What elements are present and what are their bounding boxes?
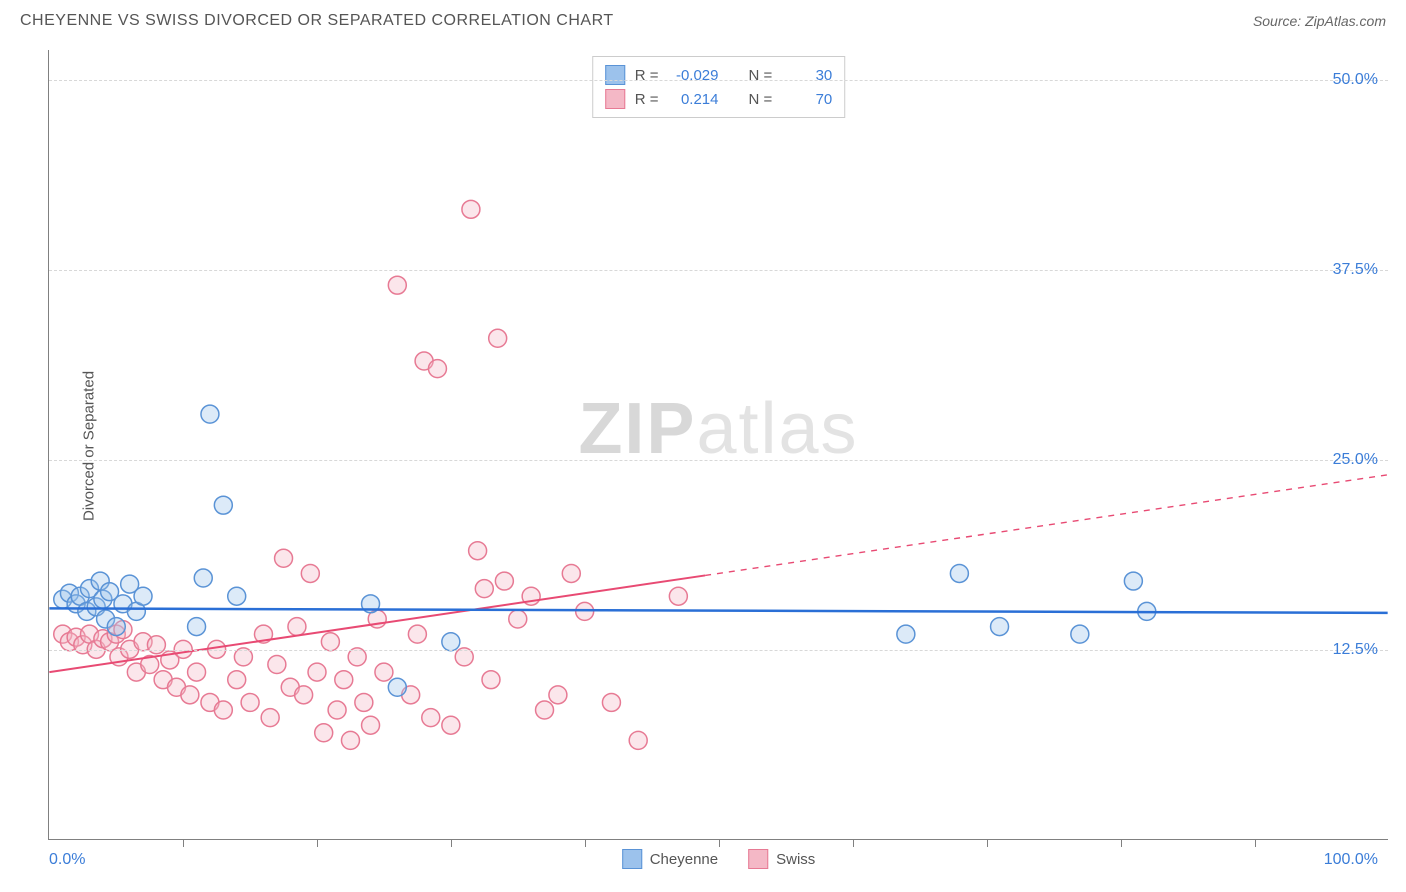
source-attribution: Source: ZipAtlas.com [1253, 13, 1386, 29]
legend-item-cheyenne: Cheyenne [622, 849, 718, 869]
xtick [1255, 839, 1256, 847]
swatch-cheyenne [605, 65, 625, 85]
source-name: ZipAtlas.com [1305, 13, 1386, 29]
scatter-svg [49, 50, 1388, 839]
ytick-label: 37.5% [1333, 261, 1378, 279]
legend-series: Cheyenne Swiss [622, 849, 816, 869]
gridline-h [49, 460, 1388, 461]
chart-plot-area: ZIPatlas R = -0.029 N = 30 R = 0.214 N =… [48, 50, 1388, 840]
n-value-swiss: 70 [782, 91, 832, 108]
legend-label-cheyenne: Cheyenne [650, 851, 718, 868]
legend-label-swiss: Swiss [776, 851, 815, 868]
ytick-label: 25.0% [1333, 451, 1378, 469]
legend-row-cheyenne: R = -0.029 N = 30 [605, 63, 833, 87]
swatch-cheyenne-2 [622, 849, 642, 869]
swatch-swiss [605, 89, 625, 109]
r-value-swiss: 0.214 [669, 91, 719, 108]
chart-title: CHEYENNE VS SWISS DIVORCED OR SEPARATED … [20, 12, 614, 30]
gridline-h [49, 80, 1388, 81]
swatch-swiss-2 [748, 849, 768, 869]
xtick [1121, 839, 1122, 847]
r-label-2: R = [635, 91, 659, 108]
legend-row-swiss: R = 0.214 N = 70 [605, 87, 833, 111]
n-label-2: N = [749, 91, 773, 108]
xtick [585, 839, 586, 847]
xtick [183, 839, 184, 847]
legend-stats: R = -0.029 N = 30 R = 0.214 N = 70 [592, 56, 846, 118]
gridline-h [49, 650, 1388, 651]
ytick-label: 50.0% [1333, 71, 1378, 89]
xtick-label: 100.0% [1324, 851, 1378, 869]
xtick [853, 839, 854, 847]
chart-header: CHEYENNE VS SWISS DIVORCED OR SEPARATED … [0, 0, 1406, 38]
xtick [451, 839, 452, 847]
xtick-label: 0.0% [49, 851, 85, 869]
xtick [987, 839, 988, 847]
xtick [317, 839, 318, 847]
xtick [719, 839, 720, 847]
source-label: Source: [1253, 13, 1305, 29]
ytick-label: 12.5% [1333, 641, 1378, 659]
legend-item-swiss: Swiss [748, 849, 815, 869]
gridline-h [49, 270, 1388, 271]
